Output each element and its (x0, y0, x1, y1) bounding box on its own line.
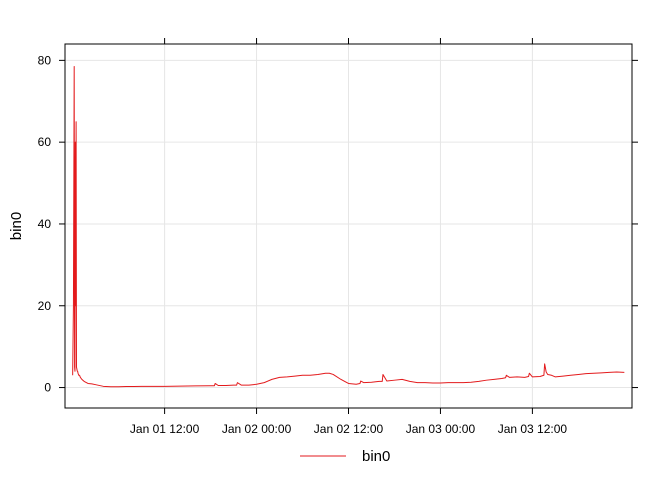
series-layer (72, 65, 625, 388)
x-tick-label: Jan 02 12:00 (314, 422, 384, 436)
y-tick-label: 0 (44, 381, 51, 395)
legend: bin0 (300, 448, 390, 465)
x-tick-label: Jan 03 00:00 (406, 422, 476, 436)
y-tick-labels: 0 20 40 60 80 (38, 53, 52, 394)
y-tick-label: 60 (38, 135, 52, 149)
y-tick-label: 40 (38, 217, 52, 231)
axis-ticks (59, 38, 638, 414)
x-tick-label: Jan 02 00:00 (222, 422, 292, 436)
y-tick-label: 80 (38, 53, 52, 67)
legend-label-bin0: bin0 (362, 448, 390, 465)
x-tick-label: Jan 03 12:00 (498, 422, 568, 436)
y-axis-title: bin0 (8, 212, 25, 240)
y-tick-label: 20 (38, 299, 52, 313)
x-tick-label: Jan 01 12:00 (130, 422, 200, 436)
grid-lines (65, 44, 632, 408)
x-tick-labels: Jan 01 12:00 Jan 02 00:00 Jan 02 12:00 Jan … (130, 422, 568, 436)
series-line-bin0 (72, 65, 625, 388)
